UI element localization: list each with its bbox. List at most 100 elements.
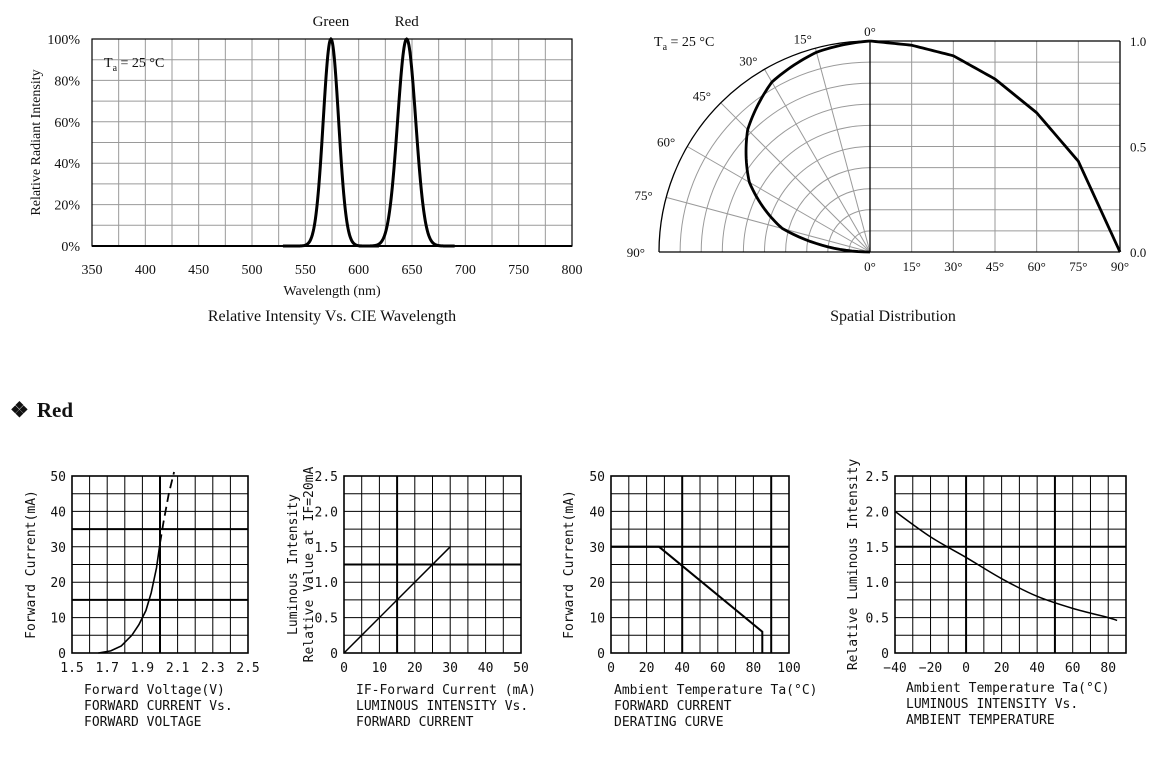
chart-caption-line: FORWARD CURRENT [614, 699, 732, 714]
y-tick-label: 40 [50, 505, 66, 520]
x-tick-label: 2.3 [201, 661, 224, 676]
chart-caption-line: DERATING CURVE [614, 715, 724, 730]
x-tick-label: 90° [1111, 259, 1129, 274]
x-tick-label: 40 [674, 661, 690, 676]
x-tick-label: 20 [994, 661, 1010, 676]
x-tick-label: 1.9 [131, 661, 154, 676]
x-tick-label: 800 [562, 263, 583, 278]
x-tick-label: 20 [407, 661, 423, 676]
x-axis-label: Wavelength (nm) [283, 284, 381, 299]
chart-caption-line: IF-Forward Current (mA) [356, 683, 536, 698]
chart-caption-line: FORWARD VOLTAGE [84, 715, 201, 730]
x-tick-label: 20 [639, 661, 655, 676]
series-line-red [358, 37, 455, 248]
y-tick-label: 2.0 [866, 505, 889, 520]
plot-frame [343, 475, 522, 654]
spectrum-chart: 350 400 450 500 550 600 650 700 750 800 0% 20% 40% 60… [29, 14, 583, 325]
x-tick-label: −40 [883, 661, 906, 676]
angle-label: 45° [693, 89, 711, 104]
polar-grid-spoke [666, 196, 871, 253]
y-tick-label: 100% [47, 33, 80, 48]
plot-frame [894, 475, 1127, 654]
luminous-intensity-vs-current-chart: 0 10 20 30 40 50 0 0.5 1.0 1.5 2.0 2.5 IF-Forward Cu… [286, 466, 536, 730]
y-tick-label: 0% [61, 240, 80, 255]
derating-curve [611, 545, 764, 653]
iv-curve-solid [98, 543, 161, 654]
y-tick-label: 20 [589, 576, 605, 591]
angle-label: 0° [864, 24, 876, 39]
condition-sub: a [113, 63, 118, 74]
condition-main: T [654, 35, 663, 50]
y-tick-label: 30 [50, 541, 66, 556]
x-tick-label: 0 [962, 661, 970, 676]
y-tick-label: 20% [54, 199, 80, 214]
iv-curve-dashed [159, 471, 175, 544]
x-tick-label: 700 [455, 263, 476, 278]
y-axis-label: Forward Current(mA) [562, 490, 577, 639]
x-tick-label: 60 [710, 661, 726, 676]
chart-caption-line: Ambient Temperature Ta(°C) [906, 681, 1110, 696]
condition-main: T [104, 56, 113, 71]
condition-sub: a [663, 42, 668, 53]
section-heading: ❖ Red [10, 398, 73, 423]
plot-frame [71, 475, 249, 654]
x-tick-label: 450 [188, 263, 209, 278]
polar-grid-spoke [720, 102, 871, 253]
chart-caption: Spatial Distribution [830, 308, 956, 325]
condition-rest: = 25 °C [667, 35, 714, 50]
chart-caption-line: Forward Voltage(V) [84, 683, 225, 698]
x-tick-label: 0 [340, 661, 348, 676]
condition-text: Ta = 25 °C [104, 56, 164, 74]
x-tick-label: 40 [1029, 661, 1045, 676]
y-tick-label: 40% [54, 157, 80, 172]
x-tick-label: 1.7 [95, 661, 118, 676]
forward-current-vs-voltage-chart: 1.5 1.7 1.9 2.1 2.3 2.5 0 10 20 30 40 50 Forward Vol… [24, 470, 260, 730]
y-axis-label: Luminous Intensity [286, 494, 301, 635]
y-tick-label: 50 [589, 470, 605, 485]
y-tick-label: 0 [597, 647, 605, 662]
cartesian-intensity-curve [869, 39, 1122, 253]
luminous-current-line [343, 546, 451, 654]
x-tick-label: 1.5 [60, 661, 83, 676]
angle-label: 15° [794, 32, 812, 47]
y-tick-label: 2.5 [315, 470, 338, 485]
polar-grid-spoke [687, 146, 871, 253]
y-axis-label: Relative Luminous Intensity [846, 459, 861, 670]
y-tick-label: 10 [50, 612, 66, 627]
y-tick-label: 0.0 [1130, 245, 1146, 260]
chart-caption-line: LUMINOUS INTENSITY Vs. [356, 699, 528, 714]
x-tick-label: 50 [513, 661, 529, 676]
x-tick-label: 2.5 [236, 661, 259, 676]
diamond-bullet-icon: ❖ [10, 398, 29, 422]
x-tick-label: 2.1 [166, 661, 189, 676]
angle-label: 75° [634, 188, 652, 203]
luminous-intensity-vs-temperature-chart: −40 −20 0 20 40 60 80 0 0.5 1.0 1.5 2.0 2.5 Ambient T… [846, 459, 1127, 728]
y-tick-label: 1.5 [866, 541, 889, 556]
y-axis-label: Forward Current(mA) [24, 490, 39, 639]
y-tick-label: 0.5 [866, 612, 889, 627]
y-axis-label: Relative Radiant Intensity [29, 69, 44, 215]
forward-current-derating-chart: 0 20 40 60 80 100 0 10 20 30 40 50 Ambient Temperatu… [562, 470, 818, 730]
chart-caption: Relative Intensity Vs. CIE Wavelength [208, 308, 456, 325]
x-tick-label: 10 [372, 661, 388, 676]
y-tick-label: 0 [330, 647, 338, 662]
y-tick-label: 0.5 [1130, 140, 1146, 155]
y-tick-label: 2.5 [866, 470, 889, 485]
angle-label: 30° [739, 54, 757, 69]
x-tick-label: 60 [1065, 661, 1081, 676]
y-tick-label: 50 [50, 470, 66, 485]
chart-caption-line: FORWARD CURRENT Vs. [84, 699, 233, 714]
y-tick-label: 80% [54, 74, 80, 89]
spatial-distribution-chart: 0° 15° 30° 45° 60° 75° 90° 0° 15° 30° 45° 60° 75° 90°… [627, 24, 1146, 325]
peak-label: Red [395, 14, 420, 30]
condition-rest: = 25 °C [117, 56, 164, 71]
y-tick-label: 30 [589, 541, 605, 556]
condition-text: Ta = 25 °C [654, 35, 714, 53]
x-tick-label: 30° [944, 259, 962, 274]
x-tick-label: −20 [919, 661, 942, 676]
chart-caption-line: LUMINOUS INTENSITY Vs. [906, 697, 1078, 712]
chart-caption-line: FORWARD CURRENT [356, 715, 474, 730]
x-tick-label: 400 [135, 263, 156, 278]
x-tick-label: 75° [1069, 259, 1087, 274]
